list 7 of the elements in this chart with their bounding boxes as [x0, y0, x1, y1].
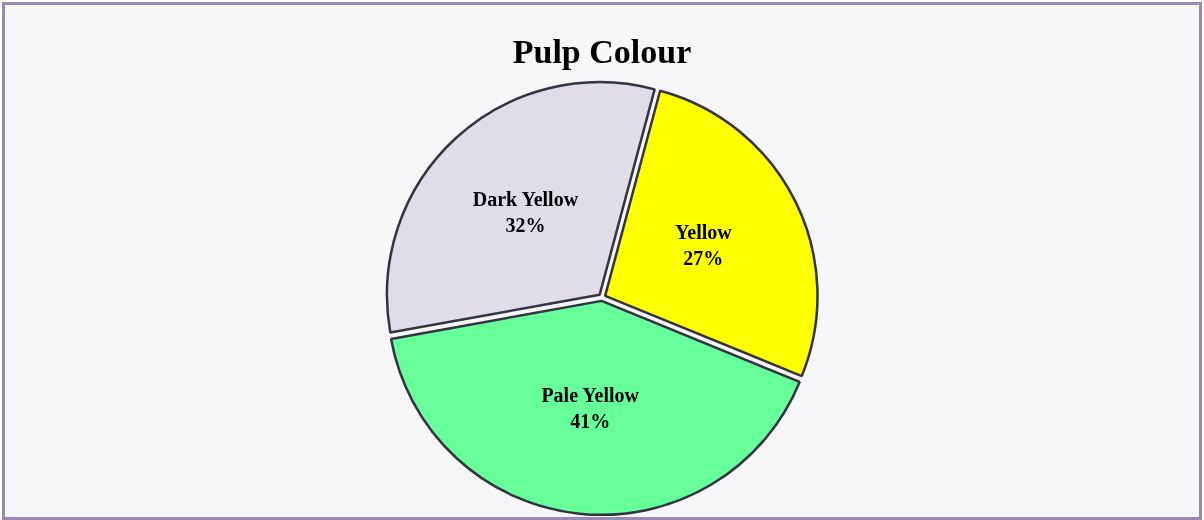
chart-title: Pulp Colour — [512, 33, 692, 71]
data-label: 27% — [683, 247, 724, 270]
slice-label: Yellow — [675, 221, 733, 244]
slice-label: Pale Yellow — [541, 384, 640, 407]
data-label: 41% — [570, 410, 611, 433]
slice-label: Dark Yellow — [472, 188, 579, 211]
data-label: 32% — [505, 214, 546, 237]
